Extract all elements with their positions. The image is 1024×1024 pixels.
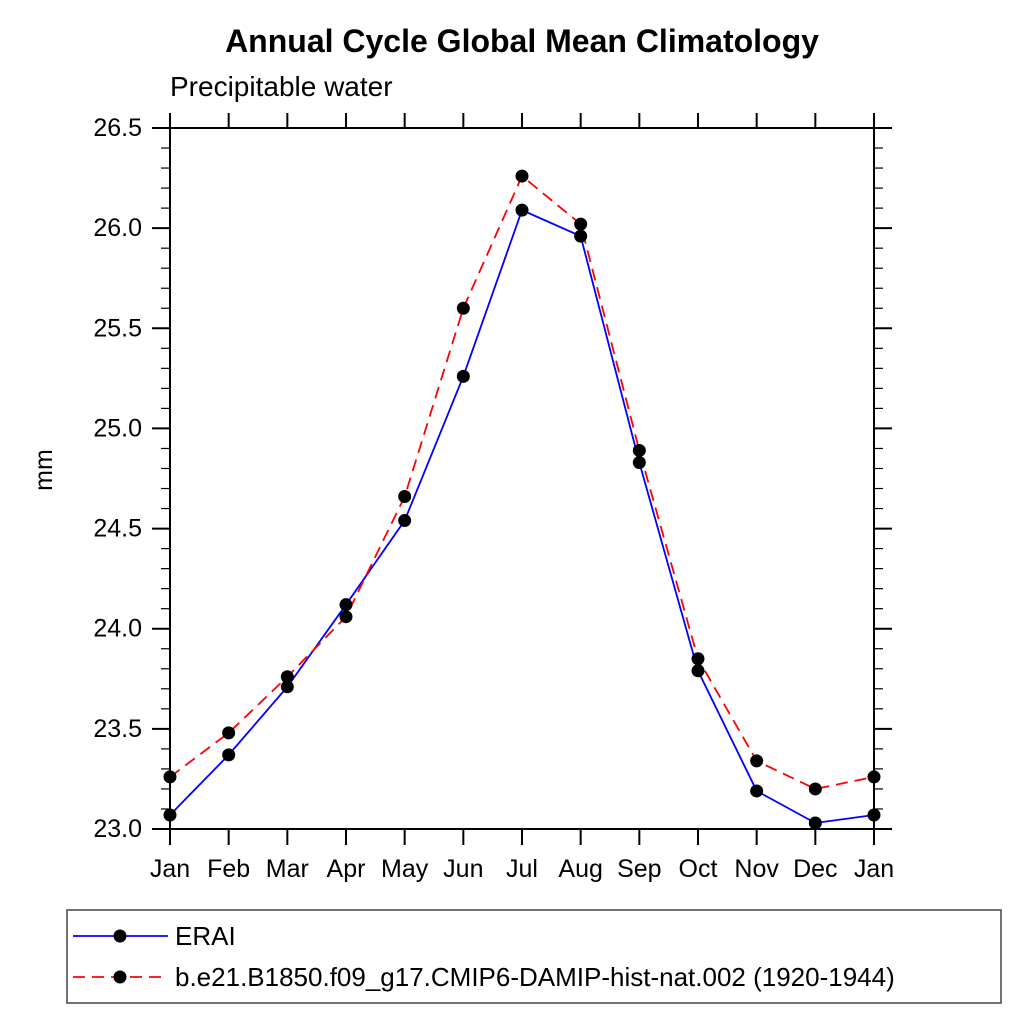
legend-sample-model	[73, 970, 168, 984]
x-tick-label: Jun	[443, 855, 483, 883]
plot-box	[169, 127, 875, 830]
series-marker-1	[691, 652, 705, 666]
series-marker-1	[339, 610, 353, 624]
series-marker-1	[398, 490, 412, 504]
y-tick-label: 24.5	[93, 515, 142, 543]
x-tick-label: Nov	[734, 855, 779, 883]
series-marker-1	[222, 726, 236, 740]
legend-label-erai: ERAI	[175, 921, 236, 951]
series-marker-0	[339, 598, 353, 612]
y-tick-label: 23.0	[93, 815, 142, 843]
series-marker-0	[691, 664, 705, 678]
series-line-1	[169, 174, 875, 790]
series-marker-0	[163, 808, 177, 822]
y-tick-label: 25.0	[93, 414, 142, 442]
series-marker-1	[163, 770, 177, 784]
x-tick-label: Mar	[266, 855, 309, 883]
series-marker-0	[574, 229, 588, 243]
series-marker-1	[515, 169, 529, 183]
y-axis-unit-label: mm	[30, 449, 58, 491]
series-marker-1	[808, 782, 822, 796]
series-marker-1	[632, 443, 646, 457]
series-marker-0	[867, 808, 881, 822]
series-marker-0	[222, 748, 236, 762]
x-tick-label: May	[381, 855, 429, 883]
x-tick-label: Dec	[793, 855, 837, 883]
series-marker-0	[456, 369, 470, 383]
plot-area: 23.0 23.5 24.0 24.5 25.0 25.5 26.0 26.5 Jan Feb Ma…	[93, 113, 894, 883]
chart-subtitle: Precipitable water	[170, 71, 393, 102]
y-tick-label: 23.5	[93, 715, 142, 743]
series-marker-0	[398, 514, 412, 528]
x-tick-label: Aug	[558, 855, 602, 883]
series-marker-0	[280, 680, 294, 694]
series-line-0	[169, 208, 875, 824]
series-marker-0	[632, 455, 646, 469]
legend: ERAI b.e21.B1850.f09_g17.CMIP6-DAMIP-his…	[66, 909, 1002, 1004]
legend-box	[66, 909, 1002, 1004]
y-tick-label: 26.5	[93, 114, 142, 142]
x-tick-label: Oct	[679, 855, 718, 883]
series-marker-1	[867, 770, 881, 784]
x-tick-label: Jan	[854, 855, 894, 883]
y-tick-label: 26.0	[93, 214, 142, 242]
series-marker-1	[574, 217, 588, 231]
chart-title: Annual Cycle Global Mean Climatology	[225, 23, 819, 59]
x-tick-label: Feb	[207, 855, 250, 883]
x-tick-label: Sep	[617, 855, 661, 883]
series-marker-0	[808, 816, 822, 830]
series-marker-1	[750, 754, 764, 768]
y-tick-label: 25.5	[93, 314, 142, 342]
y-tick-label: 24.0	[93, 615, 142, 643]
series-marker-1	[456, 301, 470, 315]
series-marker-0	[750, 784, 764, 798]
legend-marker-0	[113, 929, 127, 943]
legend-label-model: b.e21.B1850.f09_g17.CMIP6-DAMIP-hist-nat…	[175, 962, 895, 992]
series-marker-1	[280, 670, 294, 684]
series-marker-0	[515, 203, 529, 217]
x-tick-label: Jan	[150, 855, 190, 883]
x-tick-label: Apr	[327, 855, 366, 883]
legend-marker-1	[113, 970, 127, 984]
x-tick-label: Jul	[506, 855, 538, 883]
legend-sample-erai	[73, 929, 168, 943]
